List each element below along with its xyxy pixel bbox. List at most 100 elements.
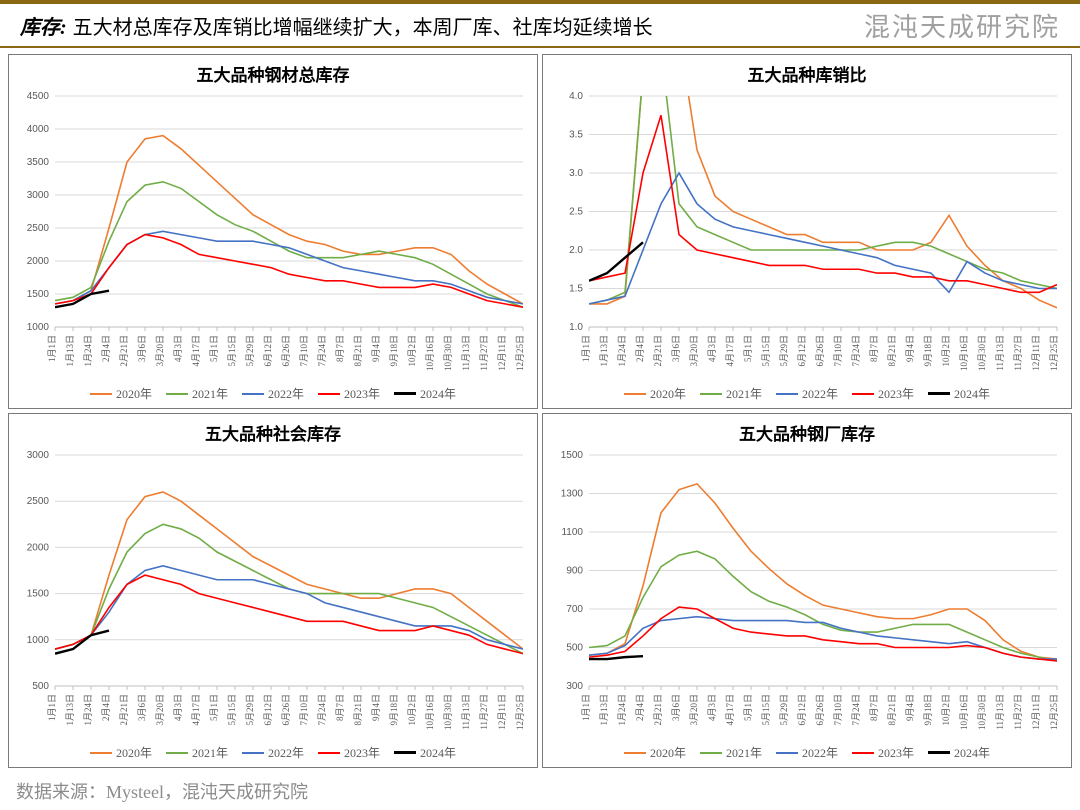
svg-text:7月24日: 7月24日 <box>851 335 861 367</box>
svg-text:1月1日: 1月1日 <box>47 694 57 721</box>
svg-text:1月24日: 1月24日 <box>617 335 627 367</box>
legend-item-2022: 2022年 <box>776 385 838 402</box>
header: 库存: 五大材总库存及库销比增幅继续扩大，本周厂库、社库均延续增长 混沌天成研究… <box>0 4 1080 48</box>
svg-text:11月13日: 11月13日 <box>461 694 471 730</box>
svg-text:1月24日: 1月24日 <box>83 335 93 367</box>
legend-item-2024: 2024年 <box>394 744 456 761</box>
svg-text:12月25日: 12月25日 <box>515 335 525 371</box>
chart-mill-inventory: 3005007009001100130015001月1日1月13日1月24日2月… <box>549 449 1065 742</box>
svg-text:10月30日: 10月30日 <box>977 694 987 730</box>
legend-item-2021: 2021年 <box>166 744 228 761</box>
legend: 2020年2021年2022年2023年2024年 <box>624 742 990 765</box>
svg-text:10月16日: 10月16日 <box>959 694 969 730</box>
svg-text:1100: 1100 <box>561 527 583 538</box>
svg-text:8月21日: 8月21日 <box>353 335 363 367</box>
svg-text:5月1日: 5月1日 <box>209 335 219 362</box>
svg-text:2500: 2500 <box>27 223 50 234</box>
svg-text:1月24日: 1月24日 <box>83 694 93 726</box>
svg-text:2月4日: 2月4日 <box>635 335 645 362</box>
svg-text:5月1日: 5月1日 <box>743 694 753 721</box>
svg-text:1500: 1500 <box>561 450 584 461</box>
legend: 2020年2021年2022年2023年2024年 <box>90 742 456 765</box>
legend-item-2020: 2020年 <box>624 385 686 402</box>
svg-text:8月7日: 8月7日 <box>335 694 345 721</box>
svg-text:3500: 3500 <box>27 157 50 168</box>
chart-ratio: 1.01.52.02.53.03.54.01月1日1月13日1月24日2月4日2… <box>549 90 1065 383</box>
legend-item-2024: 2024年 <box>928 744 990 761</box>
panel-total-inventory: 五大品种钢材总库存 100015002000250030003500400045… <box>8 54 538 409</box>
svg-text:2月21日: 2月21日 <box>119 694 129 726</box>
svg-text:1月1日: 1月1日 <box>581 335 591 362</box>
svg-text:5月15日: 5月15日 <box>227 335 237 367</box>
svg-text:1月13日: 1月13日 <box>599 694 609 726</box>
svg-text:11月13日: 11月13日 <box>995 335 1005 371</box>
svg-text:1500: 1500 <box>27 589 50 600</box>
svg-text:12月25日: 12月25日 <box>1049 335 1059 371</box>
svg-text:3月6日: 3月6日 <box>137 335 147 362</box>
header-lead: 库存: <box>20 11 67 40</box>
svg-text:7月10日: 7月10日 <box>833 694 843 726</box>
legend-item-2022: 2022年 <box>242 385 304 402</box>
legend-item-2021: 2021年 <box>700 744 762 761</box>
svg-text:8月21日: 8月21日 <box>887 694 897 726</box>
svg-text:3月6日: 3月6日 <box>671 694 681 721</box>
svg-text:6月12日: 6月12日 <box>797 335 807 367</box>
svg-text:1000: 1000 <box>27 635 50 646</box>
svg-text:4月17日: 4月17日 <box>725 694 735 726</box>
legend-item-2020: 2020年 <box>90 744 152 761</box>
svg-text:7月24日: 7月24日 <box>317 694 327 726</box>
svg-text:6月26日: 6月26日 <box>815 335 825 367</box>
legend-item-2020: 2020年 <box>90 385 152 402</box>
panel-title: 五大品种库销比 <box>748 61 867 86</box>
legend-item-2023: 2023年 <box>318 385 380 402</box>
svg-text:9月4日: 9月4日 <box>905 694 915 721</box>
svg-text:11月27日: 11月27日 <box>479 694 489 730</box>
svg-text:9月4日: 9月4日 <box>371 694 381 721</box>
svg-text:10月30日: 10月30日 <box>977 335 987 371</box>
data-source: 数据来源：Mysteel，混沌天成研究院 <box>16 778 308 804</box>
svg-text:4500: 4500 <box>27 91 50 102</box>
svg-text:3月20日: 3月20日 <box>155 335 165 367</box>
svg-text:1月24日: 1月24日 <box>617 694 627 726</box>
svg-text:6月12日: 6月12日 <box>797 694 807 726</box>
chart-grid: 五大品种钢材总库存 100015002000250030003500400045… <box>0 48 1080 768</box>
svg-text:11月27日: 11月27日 <box>1013 335 1023 371</box>
svg-text:3月20日: 3月20日 <box>689 335 699 367</box>
legend: 2020年2021年2022年2023年2024年 <box>624 383 990 406</box>
svg-text:7月24日: 7月24日 <box>851 694 861 726</box>
svg-text:10月2日: 10月2日 <box>941 335 951 367</box>
legend-item-2020: 2020年 <box>624 744 686 761</box>
svg-text:6月12日: 6月12日 <box>263 335 273 367</box>
svg-text:9月4日: 9月4日 <box>905 335 915 362</box>
svg-text:4月3日: 4月3日 <box>707 335 717 362</box>
svg-text:8月7日: 8月7日 <box>869 694 879 721</box>
svg-text:1000: 1000 <box>27 322 50 333</box>
svg-text:6月26日: 6月26日 <box>815 694 825 726</box>
svg-text:1.0: 1.0 <box>569 322 583 333</box>
svg-text:11月13日: 11月13日 <box>461 335 471 371</box>
legend-item-2021: 2021年 <box>166 385 228 402</box>
svg-text:12月11日: 12月11日 <box>497 335 507 371</box>
logo: 混沌天成研究院 <box>864 7 1060 44</box>
panel-title: 五大品种钢厂库存 <box>739 420 875 445</box>
svg-text:10月30日: 10月30日 <box>443 694 453 730</box>
svg-text:2月4日: 2月4日 <box>101 335 111 362</box>
svg-text:10月2日: 10月2日 <box>407 335 417 367</box>
legend-item-2022: 2022年 <box>242 744 304 761</box>
svg-text:8月7日: 8月7日 <box>869 335 879 362</box>
svg-text:6月26日: 6月26日 <box>281 694 291 726</box>
svg-text:9月18日: 9月18日 <box>923 694 933 726</box>
legend-item-2024: 2024年 <box>394 385 456 402</box>
svg-text:12月25日: 12月25日 <box>515 694 525 730</box>
svg-text:300: 300 <box>566 681 583 692</box>
svg-text:2月4日: 2月4日 <box>101 694 111 721</box>
svg-text:1月13日: 1月13日 <box>65 694 75 726</box>
chart-total-inventory: 100015002000250030003500400045001月1日1月13… <box>15 90 531 383</box>
svg-text:10月30日: 10月30日 <box>443 335 453 371</box>
svg-text:8月7日: 8月7日 <box>335 335 345 362</box>
svg-text:4月17日: 4月17日 <box>725 335 735 367</box>
svg-text:7月10日: 7月10日 <box>299 335 309 367</box>
svg-text:2月4日: 2月4日 <box>635 694 645 721</box>
svg-text:12月11日: 12月11日 <box>497 694 507 730</box>
svg-text:3月20日: 3月20日 <box>155 694 165 726</box>
